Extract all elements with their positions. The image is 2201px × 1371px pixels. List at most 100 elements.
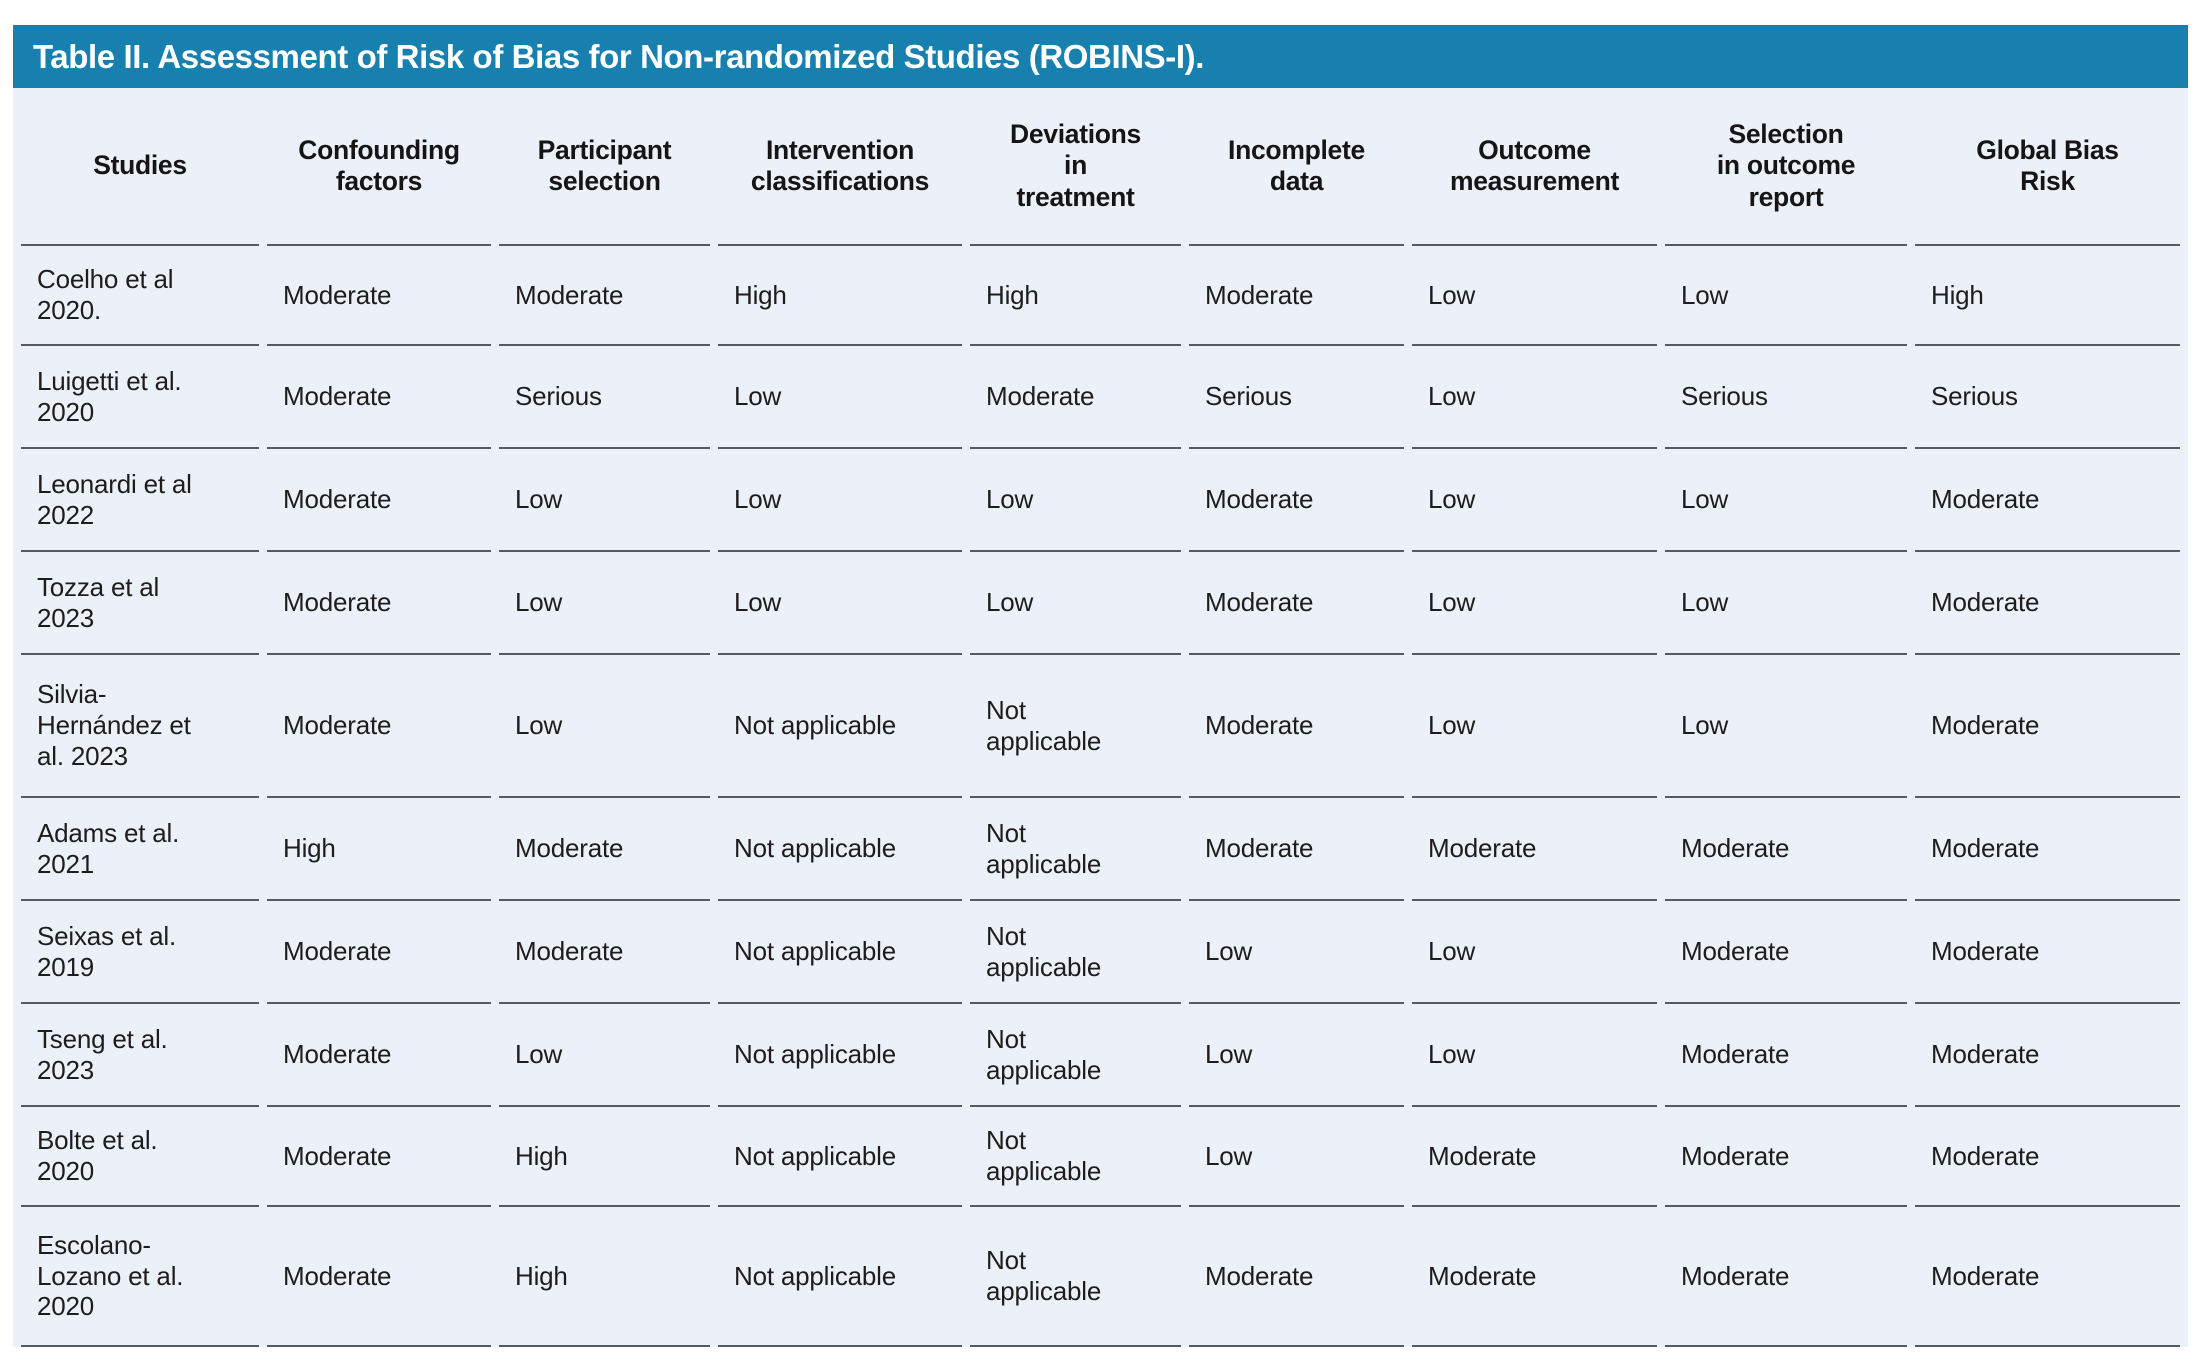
rating-cell: Low xyxy=(499,552,710,655)
rating-cell: Moderate xyxy=(1915,901,2180,1004)
rating-cell: Not applicable xyxy=(970,1004,1181,1107)
rating-cell: Low xyxy=(499,449,710,552)
rating-cell: Not applicable xyxy=(718,1004,962,1107)
rating-cell: Low xyxy=(1412,1004,1657,1107)
rating-cell: High xyxy=(499,1207,710,1347)
column-header-outcome-measurement: Outcome measurement xyxy=(1412,88,1657,246)
robins-table: Studies Confounding factors Participant … xyxy=(13,88,2188,1347)
study-cell: Seixas et al. 2019 xyxy=(21,901,259,1004)
rating-cell: Not applicable xyxy=(718,1107,962,1207)
rating-cell: Moderate xyxy=(1189,449,1404,552)
rating-cell: Low xyxy=(1189,1004,1404,1107)
rating-cell: Not applicable xyxy=(718,901,962,1004)
rating-cell: Low xyxy=(1189,1107,1404,1207)
table-row: Adams et al. 2021 High Moderate Not applica… xyxy=(21,798,2180,901)
rating-cell: Moderate xyxy=(1915,1207,2180,1347)
rating-cell: Not applicable xyxy=(970,655,1181,798)
rating-cell: Moderate xyxy=(1915,655,2180,798)
rating-cell: Not applicable xyxy=(718,1207,962,1347)
rating-cell: Moderate xyxy=(499,901,710,1004)
rating-cell: Moderate xyxy=(1915,552,2180,655)
table-row: Bolte et al. 2020 Moderate High Not applica… xyxy=(21,1107,2180,1207)
rating-cell: Moderate xyxy=(1412,1107,1657,1207)
rating-cell: Moderate xyxy=(267,901,491,1004)
rating-cell: Moderate xyxy=(267,1107,491,1207)
rating-cell: Low xyxy=(718,346,962,449)
table-row: Coelho et al 2020. Moderate Moderate High Hi… xyxy=(21,246,2180,346)
rating-cell: Low xyxy=(718,552,962,655)
rating-cell: Moderate xyxy=(1189,1207,1404,1347)
table-row: Escolano- Lozano et al. 2020 Moderate High… xyxy=(21,1207,2180,1347)
rating-cell: Moderate xyxy=(267,1004,491,1107)
rating-cell: Moderate xyxy=(1665,901,1907,1004)
rating-cell: Serious xyxy=(1189,346,1404,449)
rating-cell: Not applicable xyxy=(970,1207,1181,1347)
rating-cell: Moderate xyxy=(267,449,491,552)
rating-cell: Not applicable xyxy=(970,1107,1181,1207)
rating-cell: Moderate xyxy=(1665,1004,1907,1107)
study-cell: Luigetti et al. 2020 xyxy=(21,346,259,449)
rating-cell: Not applicable xyxy=(970,901,1181,1004)
rating-cell: Serious xyxy=(1665,346,1907,449)
study-cell: Coelho et al 2020. xyxy=(21,246,259,346)
rating-cell: High xyxy=(970,246,1181,346)
rating-cell: High xyxy=(267,798,491,901)
table-title: Table II. Assessment of Risk of Bias for… xyxy=(33,37,1205,75)
rating-cell: Low xyxy=(1412,901,1657,1004)
table-header: Studies Confounding factors Participant … xyxy=(21,88,2180,246)
table-row: Tseng et al. 2023 Moderate Low Not applicab… xyxy=(21,1004,2180,1107)
rating-cell: Moderate xyxy=(1915,449,2180,552)
rating-cell: Moderate xyxy=(267,552,491,655)
rating-cell: Low xyxy=(1665,655,1907,798)
rating-cell: Moderate xyxy=(499,798,710,901)
study-cell: Bolte et al. 2020 xyxy=(21,1107,259,1207)
column-header-selection-in-outcome-report: Selection in outcome report xyxy=(1665,88,1907,246)
study-cell: Escolano- Lozano et al. 2020 xyxy=(21,1207,259,1347)
rating-cell: High xyxy=(499,1107,710,1207)
table-row: Tozza et al 2023 Moderate Low Low Low Moderat… xyxy=(21,552,2180,655)
study-cell: Tseng et al. 2023 xyxy=(21,1004,259,1107)
rating-cell: Moderate xyxy=(1665,1107,1907,1207)
rating-cell: Moderate xyxy=(1189,798,1404,901)
rating-cell: Moderate xyxy=(1189,552,1404,655)
rating-cell: Moderate xyxy=(1915,1004,2180,1107)
table-figure: Table II. Assessment of Risk of Bias for… xyxy=(13,25,2188,1347)
rating-cell: High xyxy=(1915,246,2180,346)
table-row: Luigetti et al. 2020 Moderate Serious Low Mo… xyxy=(21,346,2180,449)
rating-cell: Moderate xyxy=(267,346,491,449)
rating-cell: Moderate xyxy=(970,346,1181,449)
rating-cell: Serious xyxy=(1915,346,2180,449)
rating-cell: Moderate xyxy=(267,655,491,798)
rating-cell: Moderate xyxy=(1412,1207,1657,1347)
rating-cell: Low xyxy=(1412,552,1657,655)
rating-cell: Moderate xyxy=(1412,798,1657,901)
column-header-participant-selection: Participant selection xyxy=(499,88,710,246)
column-header-intervention-classifications: Intervention classifications xyxy=(718,88,962,246)
rating-cell: Low xyxy=(1665,552,1907,655)
table-body: Coelho et al 2020. Moderate Moderate High Hi… xyxy=(21,246,2180,1347)
rating-cell: Low xyxy=(1412,346,1657,449)
rating-cell: Moderate xyxy=(267,1207,491,1347)
rating-cell: Not applicable xyxy=(718,655,962,798)
column-header-confounding-factors: Confounding factors xyxy=(267,88,491,246)
rating-cell: Low xyxy=(718,449,962,552)
rating-cell: Low xyxy=(1412,655,1657,798)
header-row: Studies Confounding factors Participant … xyxy=(21,88,2180,246)
table-row: Leonardi et al 2022 Moderate Low Low Low Mode… xyxy=(21,449,2180,552)
rating-cell: Low xyxy=(1665,449,1907,552)
rating-cell: Moderate xyxy=(267,246,491,346)
rating-cell: Low xyxy=(499,655,710,798)
rating-cell: Moderate xyxy=(1665,1207,1907,1347)
column-header-deviations-in-treatment: Deviations in treatment xyxy=(970,88,1181,246)
rating-cell: Moderate xyxy=(1915,798,2180,901)
rating-cell: Low xyxy=(1665,246,1907,346)
column-header-studies: Studies xyxy=(21,88,259,246)
study-cell: Adams et al. 2021 xyxy=(21,798,259,901)
table-title-bar: Table II. Assessment of Risk of Bias for… xyxy=(13,25,2188,88)
rating-cell: Not applicable xyxy=(970,798,1181,901)
rating-cell: Not applicable xyxy=(718,798,962,901)
rating-cell: Serious xyxy=(499,346,710,449)
rating-cell: Low xyxy=(1412,246,1657,346)
table-row: Silvia- Hernández et al. 2023 Moderate Low… xyxy=(21,655,2180,798)
